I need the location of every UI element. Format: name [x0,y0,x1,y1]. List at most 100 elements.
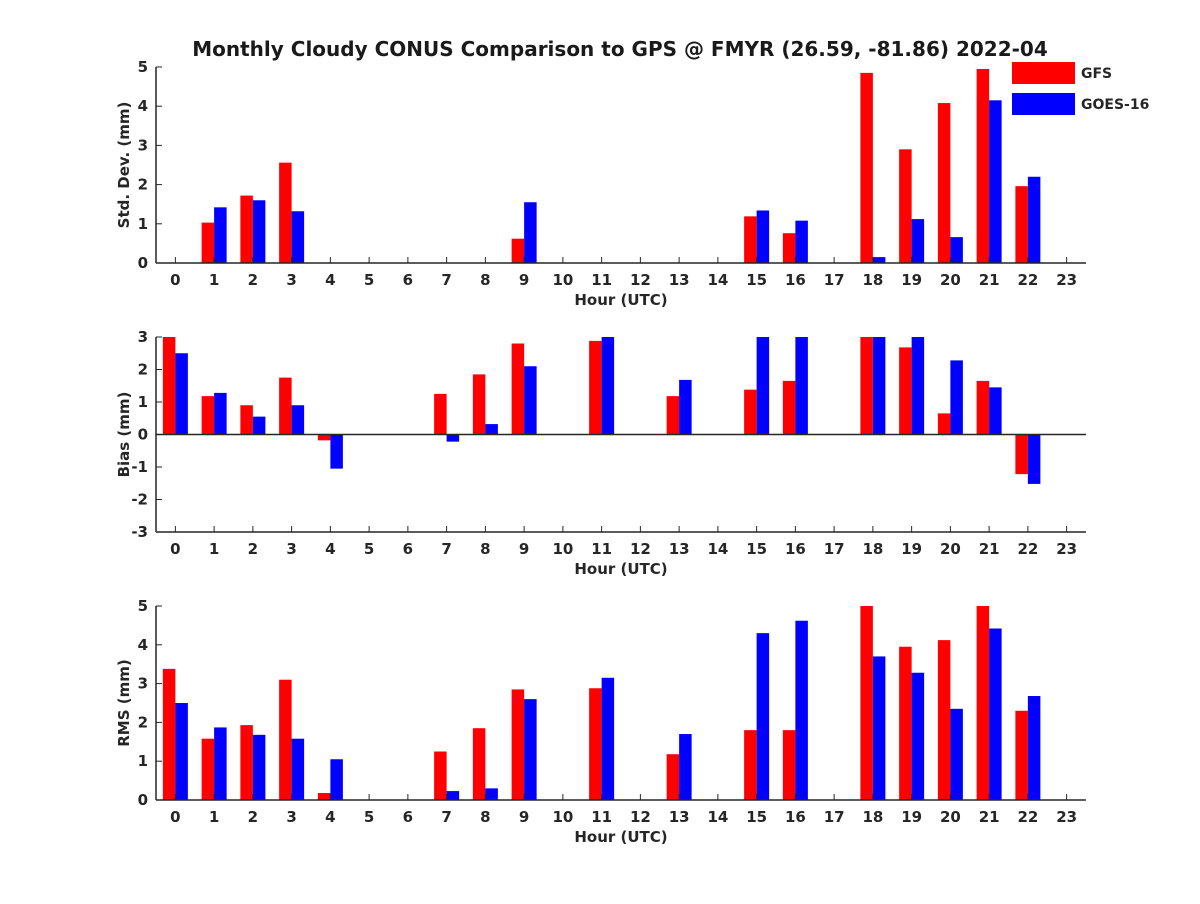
x-tick-label-std: 15 [746,271,767,289]
bar-std-goes-16-h3 [291,211,305,263]
x-axis-label-rms: Hour (UTC) [574,828,667,846]
x-tick-label-bias: 11 [591,540,612,558]
x-tick-label-rms: 13 [669,808,690,826]
bar-rms-goes-16-h7 [446,791,460,800]
chart-title: Monthly Cloudy CONUS Comparison to GPS @… [192,37,1048,61]
bar-rms-goes-16-h0 [175,703,188,800]
bar-std-goes-16-h20 [950,237,963,263]
bar-rms-gfs-h9 [511,689,525,800]
bar-rms-goes-16-h1 [214,727,227,800]
x-tick-label-std: 9 [519,271,529,289]
bar-bias-gfs-h20 [937,413,951,435]
bar-std-goes-16-h16 [795,220,808,263]
y-axis-label-rms: RMS (mm) [115,659,133,746]
y-tick-label-std: 5 [138,58,148,76]
x-tick-label-rms: 1 [209,808,219,826]
bar-bias-goes-16-h3 [291,405,305,435]
x-tick-label-bias: 12 [630,540,651,558]
legend-swatch-goes-16 [1012,93,1075,115]
bar-bias-goes-16-h18 [872,337,886,435]
bar-rms-goes-16-h11 [601,677,615,800]
y-tick-label-bias: 3 [138,328,148,346]
x-tick-label-std: 14 [707,271,728,289]
bar-bias-goes-16-h8 [485,424,498,435]
bar-rms-goes-16-h16 [795,620,808,800]
x-tick-label-rms: 7 [441,808,451,826]
bar-rms-gfs-h8 [472,728,486,800]
bar-bias-gfs-h21 [976,380,990,435]
bar-bias-gfs-h18 [860,337,873,435]
y-tick-label-std: 1 [138,215,148,233]
x-tick-label-std: 16 [785,271,806,289]
x-tick-label-std: 5 [364,271,374,289]
x-tick-label-bias: 2 [248,540,258,558]
x-tick-label-std: 23 [1056,271,1077,289]
bar-rms-gfs-h20 [937,640,951,800]
bar-bias-gfs-h7 [434,393,447,435]
bar-rms-gfs-h18 [860,606,873,800]
bar-bias-gfs-h19 [899,347,912,435]
x-tick-label-bias: 7 [441,540,451,558]
bar-rms-goes-16-h13 [679,734,692,800]
y-tick-label-std: 0 [138,254,148,272]
bar-bias-gfs-h3 [279,377,292,435]
x-tick-label-std: 13 [669,271,690,289]
bar-std-gfs-h22 [1015,186,1028,263]
bar-rms-gfs-h19 [899,646,912,800]
bar-bias-gfs-h22 [1015,434,1028,475]
y-tick-label-bias: 0 [138,426,148,444]
y-axis-label-bias: Bias (mm) [115,392,133,478]
legend-swatch-gfs [1012,62,1075,84]
x-tick-label-rms: 14 [707,808,728,826]
x-tick-label-rms: 15 [746,808,767,826]
x-tick-label-rms: 12 [630,808,651,826]
x-tick-label-std: 1 [209,271,219,289]
x-tick-label-rms: 16 [785,808,806,826]
x-tick-label-bias: 15 [746,540,767,558]
bar-std-gfs-h9 [511,238,525,263]
bar-rms-goes-16-h8 [485,788,498,800]
x-tick-label-bias: 5 [364,540,374,558]
bar-bias-goes-16-h19 [911,337,925,435]
x-tick-label-std: 21 [979,271,1000,289]
x-tick-label-rms: 23 [1056,808,1077,826]
bar-bias-gfs-h13 [666,396,680,435]
x-tick-label-std: 22 [1017,271,1038,289]
x-tick-label-rms: 5 [364,808,374,826]
x-tick-label-bias: 22 [1017,540,1038,558]
x-tick-label-bias: 23 [1056,540,1077,558]
bar-rms-goes-16-h9 [524,699,537,800]
x-tick-label-bias: 16 [785,540,806,558]
y-tick-label-rms: 3 [138,675,148,693]
x-tick-label-std: 4 [325,271,335,289]
x-tick-label-rms: 9 [519,808,529,826]
x-tick-label-bias: 18 [862,540,883,558]
bar-std-gfs-h3 [279,162,292,263]
bar-std-gfs-h19 [899,149,912,263]
bar-std-goes-16-h22 [1027,176,1041,263]
bar-std-goes-16-h15 [756,210,770,263]
y-tick-label-rms: 1 [138,752,148,770]
x-tick-label-std: 18 [862,271,883,289]
y-tick-label-bias: -1 [131,458,148,476]
bar-std-gfs-h2 [240,195,253,263]
bar-rms-goes-16-h2 [252,734,266,800]
bar-std-gfs-h1 [201,222,215,263]
bar-bias-goes-16-h0 [175,353,188,435]
bar-rms-goes-16-h22 [1027,696,1041,800]
bar-rms-gfs-h7 [434,751,447,800]
bar-rms-gfs-h1 [201,738,215,800]
bar-bias-goes-16-h13 [679,379,692,435]
bar-std-goes-16-h21 [989,100,1002,263]
x-tick-label-rms: 22 [1017,808,1038,826]
x-tick-label-std: 11 [591,271,612,289]
y-tick-label-std: 3 [138,136,148,154]
x-axis-label-std: Hour (UTC) [574,291,667,309]
bar-std-goes-16-h2 [252,200,266,263]
x-tick-label-rms: 6 [403,808,413,826]
x-tick-label-bias: 20 [940,540,961,558]
bar-rms-gfs-h0 [162,668,176,800]
bar-std-goes-16-h18 [872,257,886,263]
bar-bias-gfs-h11 [589,340,602,435]
